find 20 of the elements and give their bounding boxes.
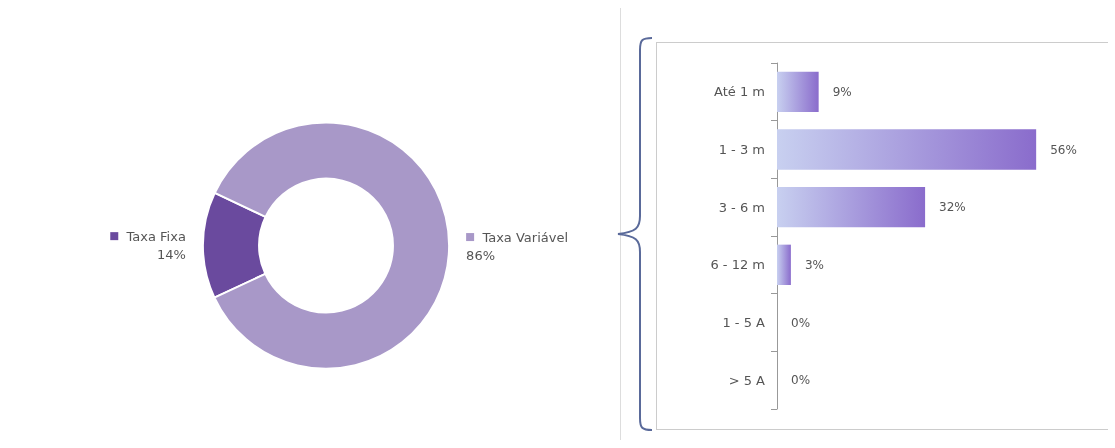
data-label: 3% xyxy=(804,257,824,272)
data-label: 56% xyxy=(1050,142,1077,157)
y-tick-label: > 5 A xyxy=(728,372,766,388)
data-label: 0% xyxy=(791,373,811,388)
data-label: 32% xyxy=(939,200,966,215)
bar xyxy=(777,71,819,113)
data-label: 14% xyxy=(156,246,186,262)
y-tick-label: Até 1 m xyxy=(714,84,765,100)
y-tick-label: 3 - 6 m xyxy=(718,199,765,215)
data-label: 9% xyxy=(832,84,852,99)
y-tick-label: 1 - 5 A xyxy=(722,315,766,330)
bar xyxy=(777,244,791,286)
legend-label: Taxa Fixa xyxy=(118,228,186,244)
data-label: 0% xyxy=(791,315,811,330)
y-tick-label: 1 - 3 m xyxy=(718,142,765,157)
bar xyxy=(777,129,1037,170)
bar xyxy=(777,186,926,228)
data-label: 86% xyxy=(466,247,496,263)
legend-label: Taxa Variável xyxy=(474,229,569,245)
y-tick-label: 6 - 12 m xyxy=(710,257,765,273)
